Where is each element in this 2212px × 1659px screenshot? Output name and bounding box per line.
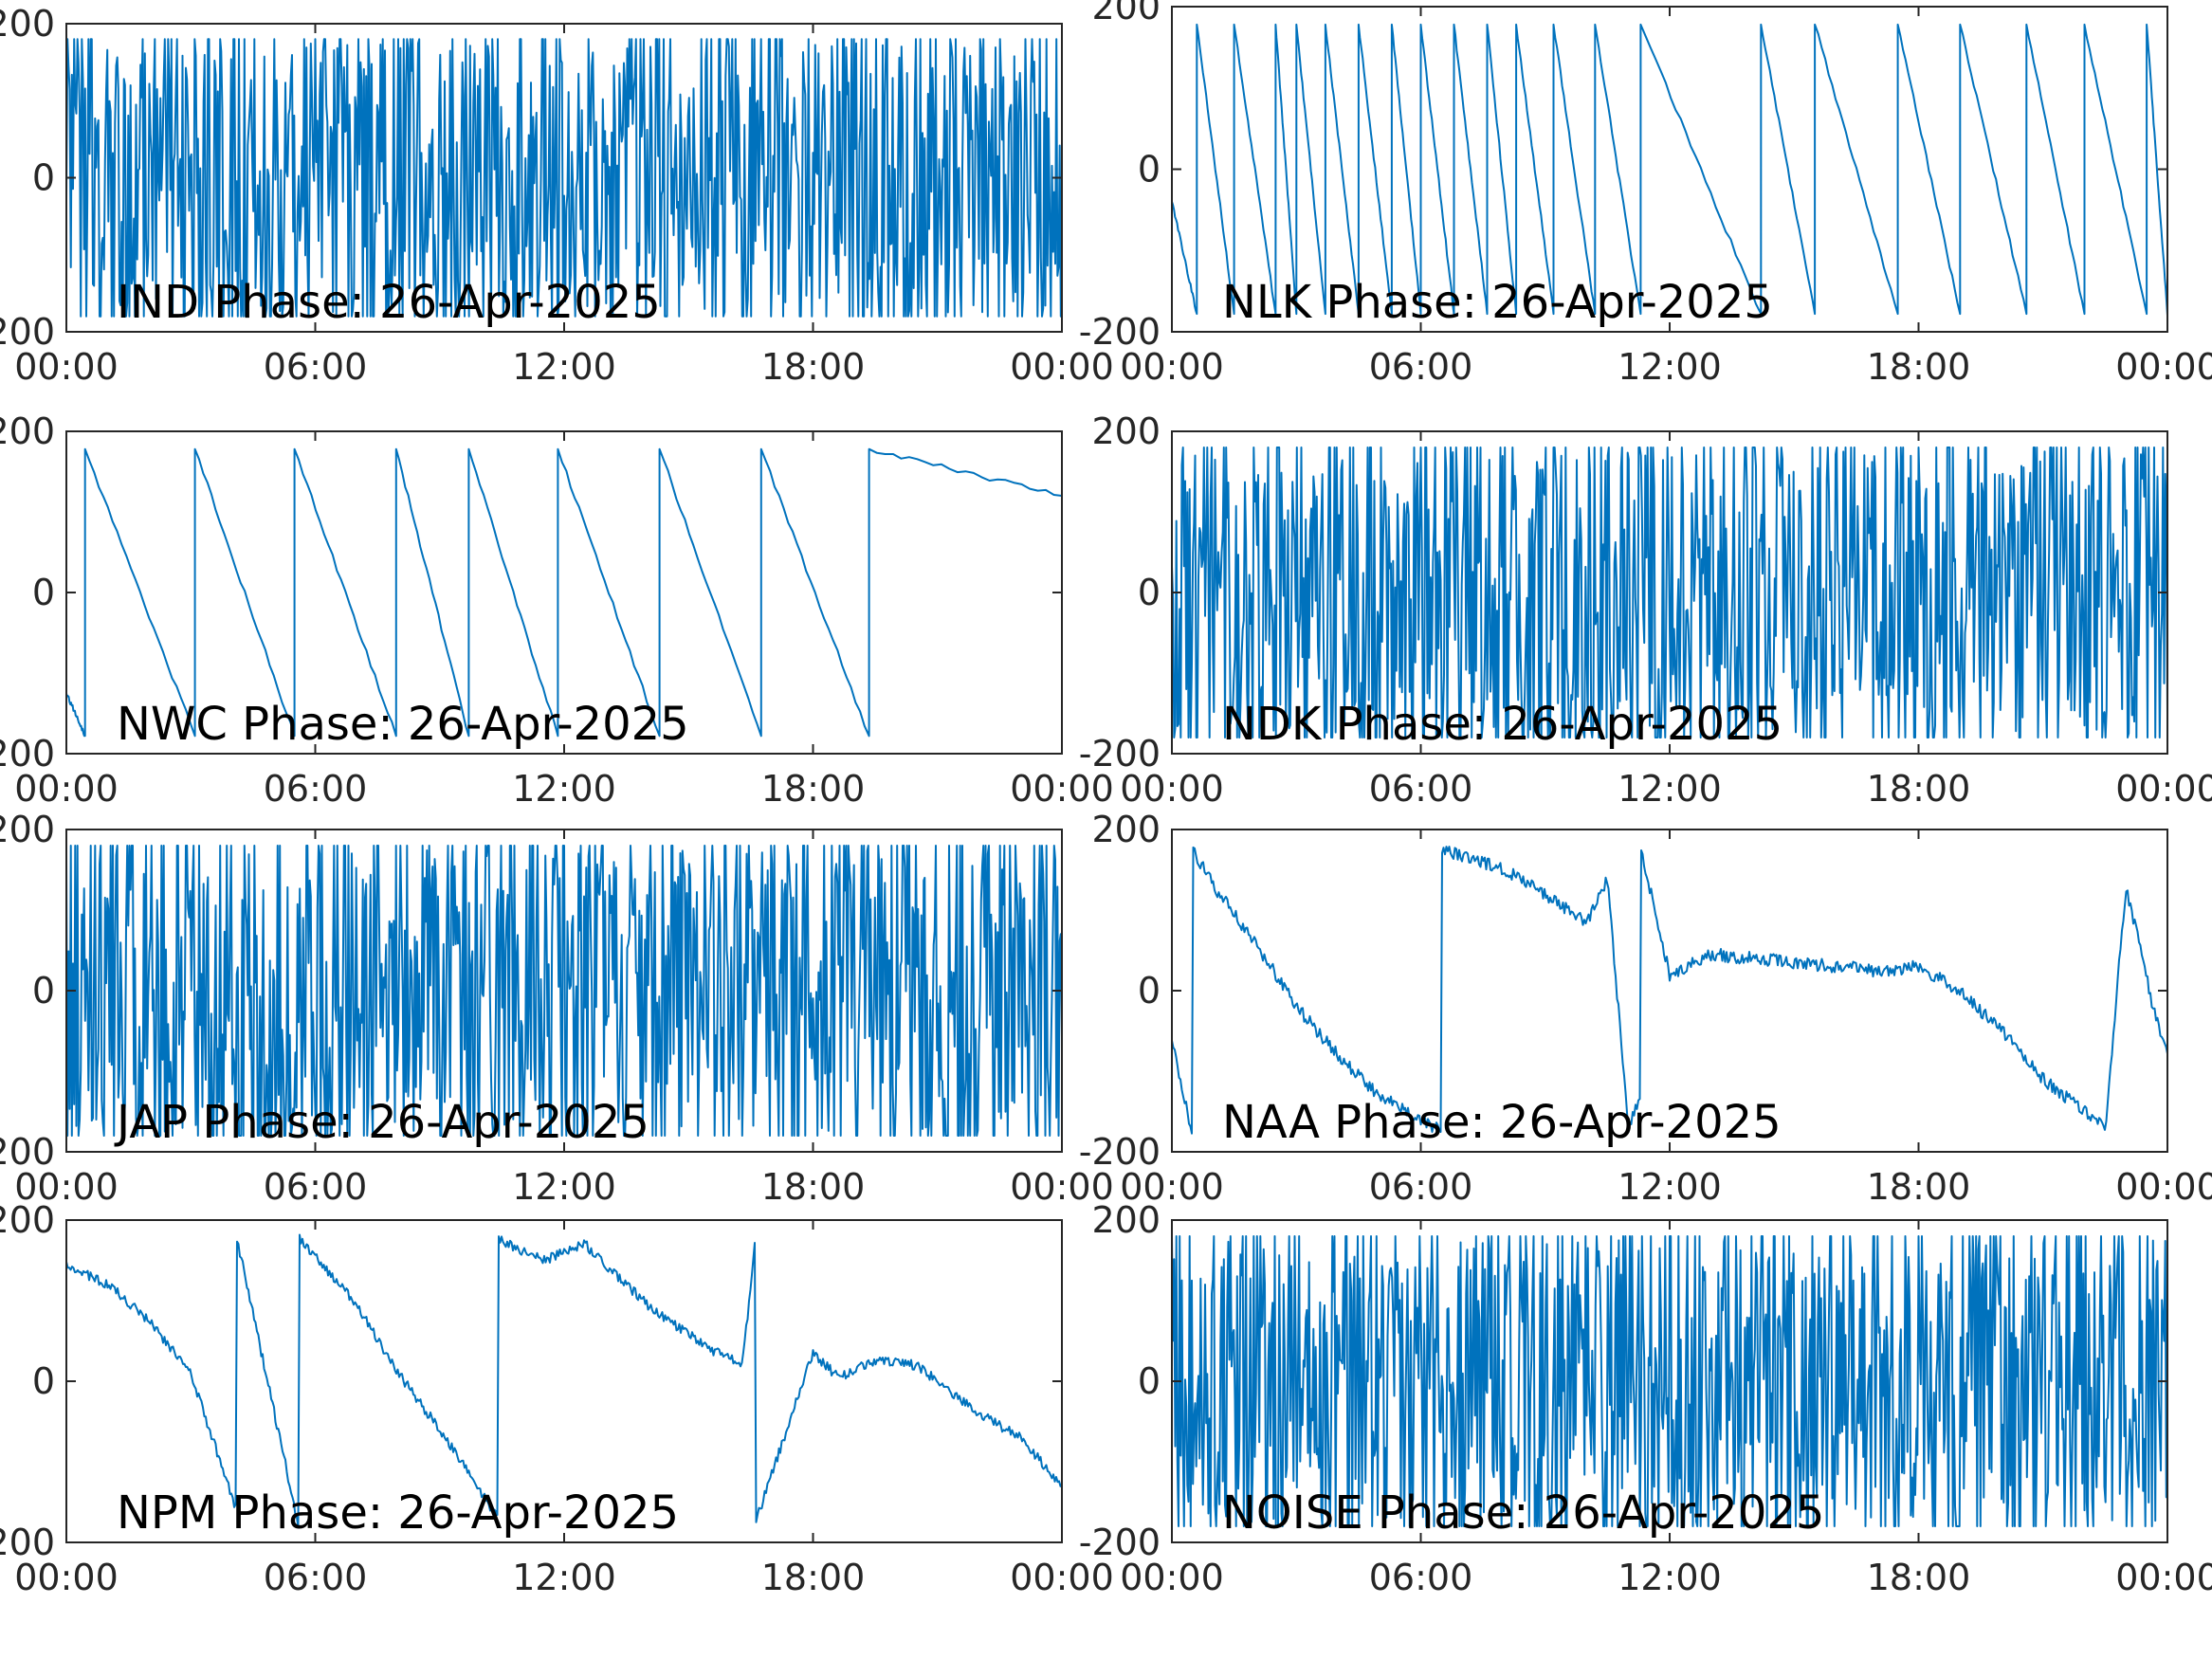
y-tick-label: 0: [1138, 1360, 1161, 1402]
y-tick-label: -200: [1079, 311, 1161, 353]
y-tick-label: -200: [0, 311, 55, 353]
series-line: [1171, 447, 2168, 738]
x-tick-label: 00:00: [14, 1166, 119, 1208]
y-tick-label: -200: [1079, 1131, 1161, 1173]
y-tick-label: 200: [1091, 410, 1161, 452]
x-tick-label: 00:00: [1120, 768, 1224, 810]
x-tick-label: 00:00: [2115, 768, 2212, 810]
x-tick-label: 06:00: [1369, 768, 1473, 810]
y-tick-label: 200: [0, 1199, 55, 1241]
x-tick-label: 00:00: [14, 346, 119, 388]
y-tick-label: 0: [1138, 149, 1161, 191]
x-tick-label: 12:00: [1618, 346, 1722, 388]
x-tick-label: 00:00: [14, 768, 119, 810]
panel-title: NDK Phase: 26-Apr-2025: [1222, 698, 1782, 751]
x-tick-label: 12:00: [1618, 1557, 1722, 1598]
y-tick-label: -200: [0, 1522, 55, 1563]
y-tick-label: -200: [1079, 1522, 1161, 1563]
x-tick-label: 00:00: [1010, 768, 1114, 810]
x-tick-label: 18:00: [761, 1166, 866, 1208]
x-tick-label: 06:00: [264, 346, 368, 388]
x-tick-label: 06:00: [1369, 346, 1473, 388]
series-line: [65, 845, 1063, 1137]
y-tick-label: 0: [32, 572, 55, 613]
x-tick-label: 06:00: [1369, 1166, 1473, 1208]
x-tick-label: 12:00: [1618, 768, 1722, 810]
x-tick-label: 00:00: [2115, 1166, 2212, 1208]
y-tick-label: -200: [1079, 733, 1161, 775]
panel-title: NOISE Phase: 26-Apr-2025: [1222, 1486, 1824, 1540]
x-tick-label: 18:00: [1867, 768, 1971, 810]
x-tick-label: 00:00: [1010, 1166, 1114, 1208]
x-tick-label: 00:00: [2115, 346, 2212, 388]
panel-title: JAP Phase: 26-Apr-2025: [114, 1096, 649, 1149]
x-tick-label: 18:00: [1867, 346, 1971, 388]
panel-title: NWC Phase: 26-Apr-2025: [117, 698, 689, 751]
x-tick-label: 12:00: [512, 768, 616, 810]
x-tick-label: 06:00: [1369, 1557, 1473, 1598]
x-tick-label: 00:00: [1120, 346, 1224, 388]
x-tick-label: 06:00: [264, 1166, 368, 1208]
series-line: [1171, 846, 2168, 1135]
y-tick-label: 0: [32, 1360, 55, 1402]
y-tick-label: 200: [0, 3, 55, 45]
x-tick-label: 18:00: [761, 1557, 866, 1598]
x-tick-label: 18:00: [761, 346, 866, 388]
x-tick-label: 12:00: [512, 1166, 616, 1208]
x-tick-label: 00:00: [1010, 1557, 1114, 1598]
panel-title: NAA Phase: 26-Apr-2025: [1222, 1096, 1782, 1149]
x-tick-label: 18:00: [1867, 1557, 1971, 1598]
series-line: [1171, 23, 2168, 316]
x-tick-label: 06:00: [264, 768, 368, 810]
panel-title: NPM Phase: 26-Apr-2025: [117, 1486, 679, 1540]
x-tick-label: 00:00: [2115, 1557, 2212, 1598]
panel-title: NLK Phase: 26-Apr-2025: [1222, 276, 1773, 329]
x-tick-label: 00:00: [1010, 346, 1114, 388]
y-tick-label: -200: [0, 1131, 55, 1173]
x-tick-label: 12:00: [1618, 1166, 1722, 1208]
x-tick-label: 18:00: [1867, 1166, 1971, 1208]
y-tick-label: 200: [1091, 1199, 1161, 1241]
series-line: [65, 1233, 1063, 1529]
series-line: [65, 38, 1063, 318]
y-tick-label: 200: [1091, 809, 1161, 850]
y-tick-label: 200: [0, 410, 55, 452]
y-tick-label: 0: [32, 157, 55, 199]
x-tick-label: 18:00: [761, 768, 866, 810]
x-tick-label: 00:00: [14, 1557, 119, 1598]
x-tick-label: 00:00: [1120, 1166, 1224, 1208]
y-tick-label: 200: [1091, 0, 1161, 27]
y-tick-label: 0: [32, 970, 55, 1012]
x-tick-label: 12:00: [512, 1557, 616, 1598]
x-tick-label: 12:00: [512, 346, 616, 388]
y-tick-label: 200: [0, 809, 55, 850]
panel-title: IND Phase: 26-Apr-2025: [117, 276, 661, 329]
series-line: [65, 447, 1063, 738]
x-tick-label: 06:00: [264, 1557, 368, 1598]
y-tick-label: 0: [1138, 970, 1161, 1012]
y-tick-label: 0: [1138, 572, 1161, 613]
series-line: [1171, 1235, 2168, 1527]
x-tick-label: 00:00: [1120, 1557, 1224, 1598]
y-tick-label: -200: [0, 733, 55, 775]
